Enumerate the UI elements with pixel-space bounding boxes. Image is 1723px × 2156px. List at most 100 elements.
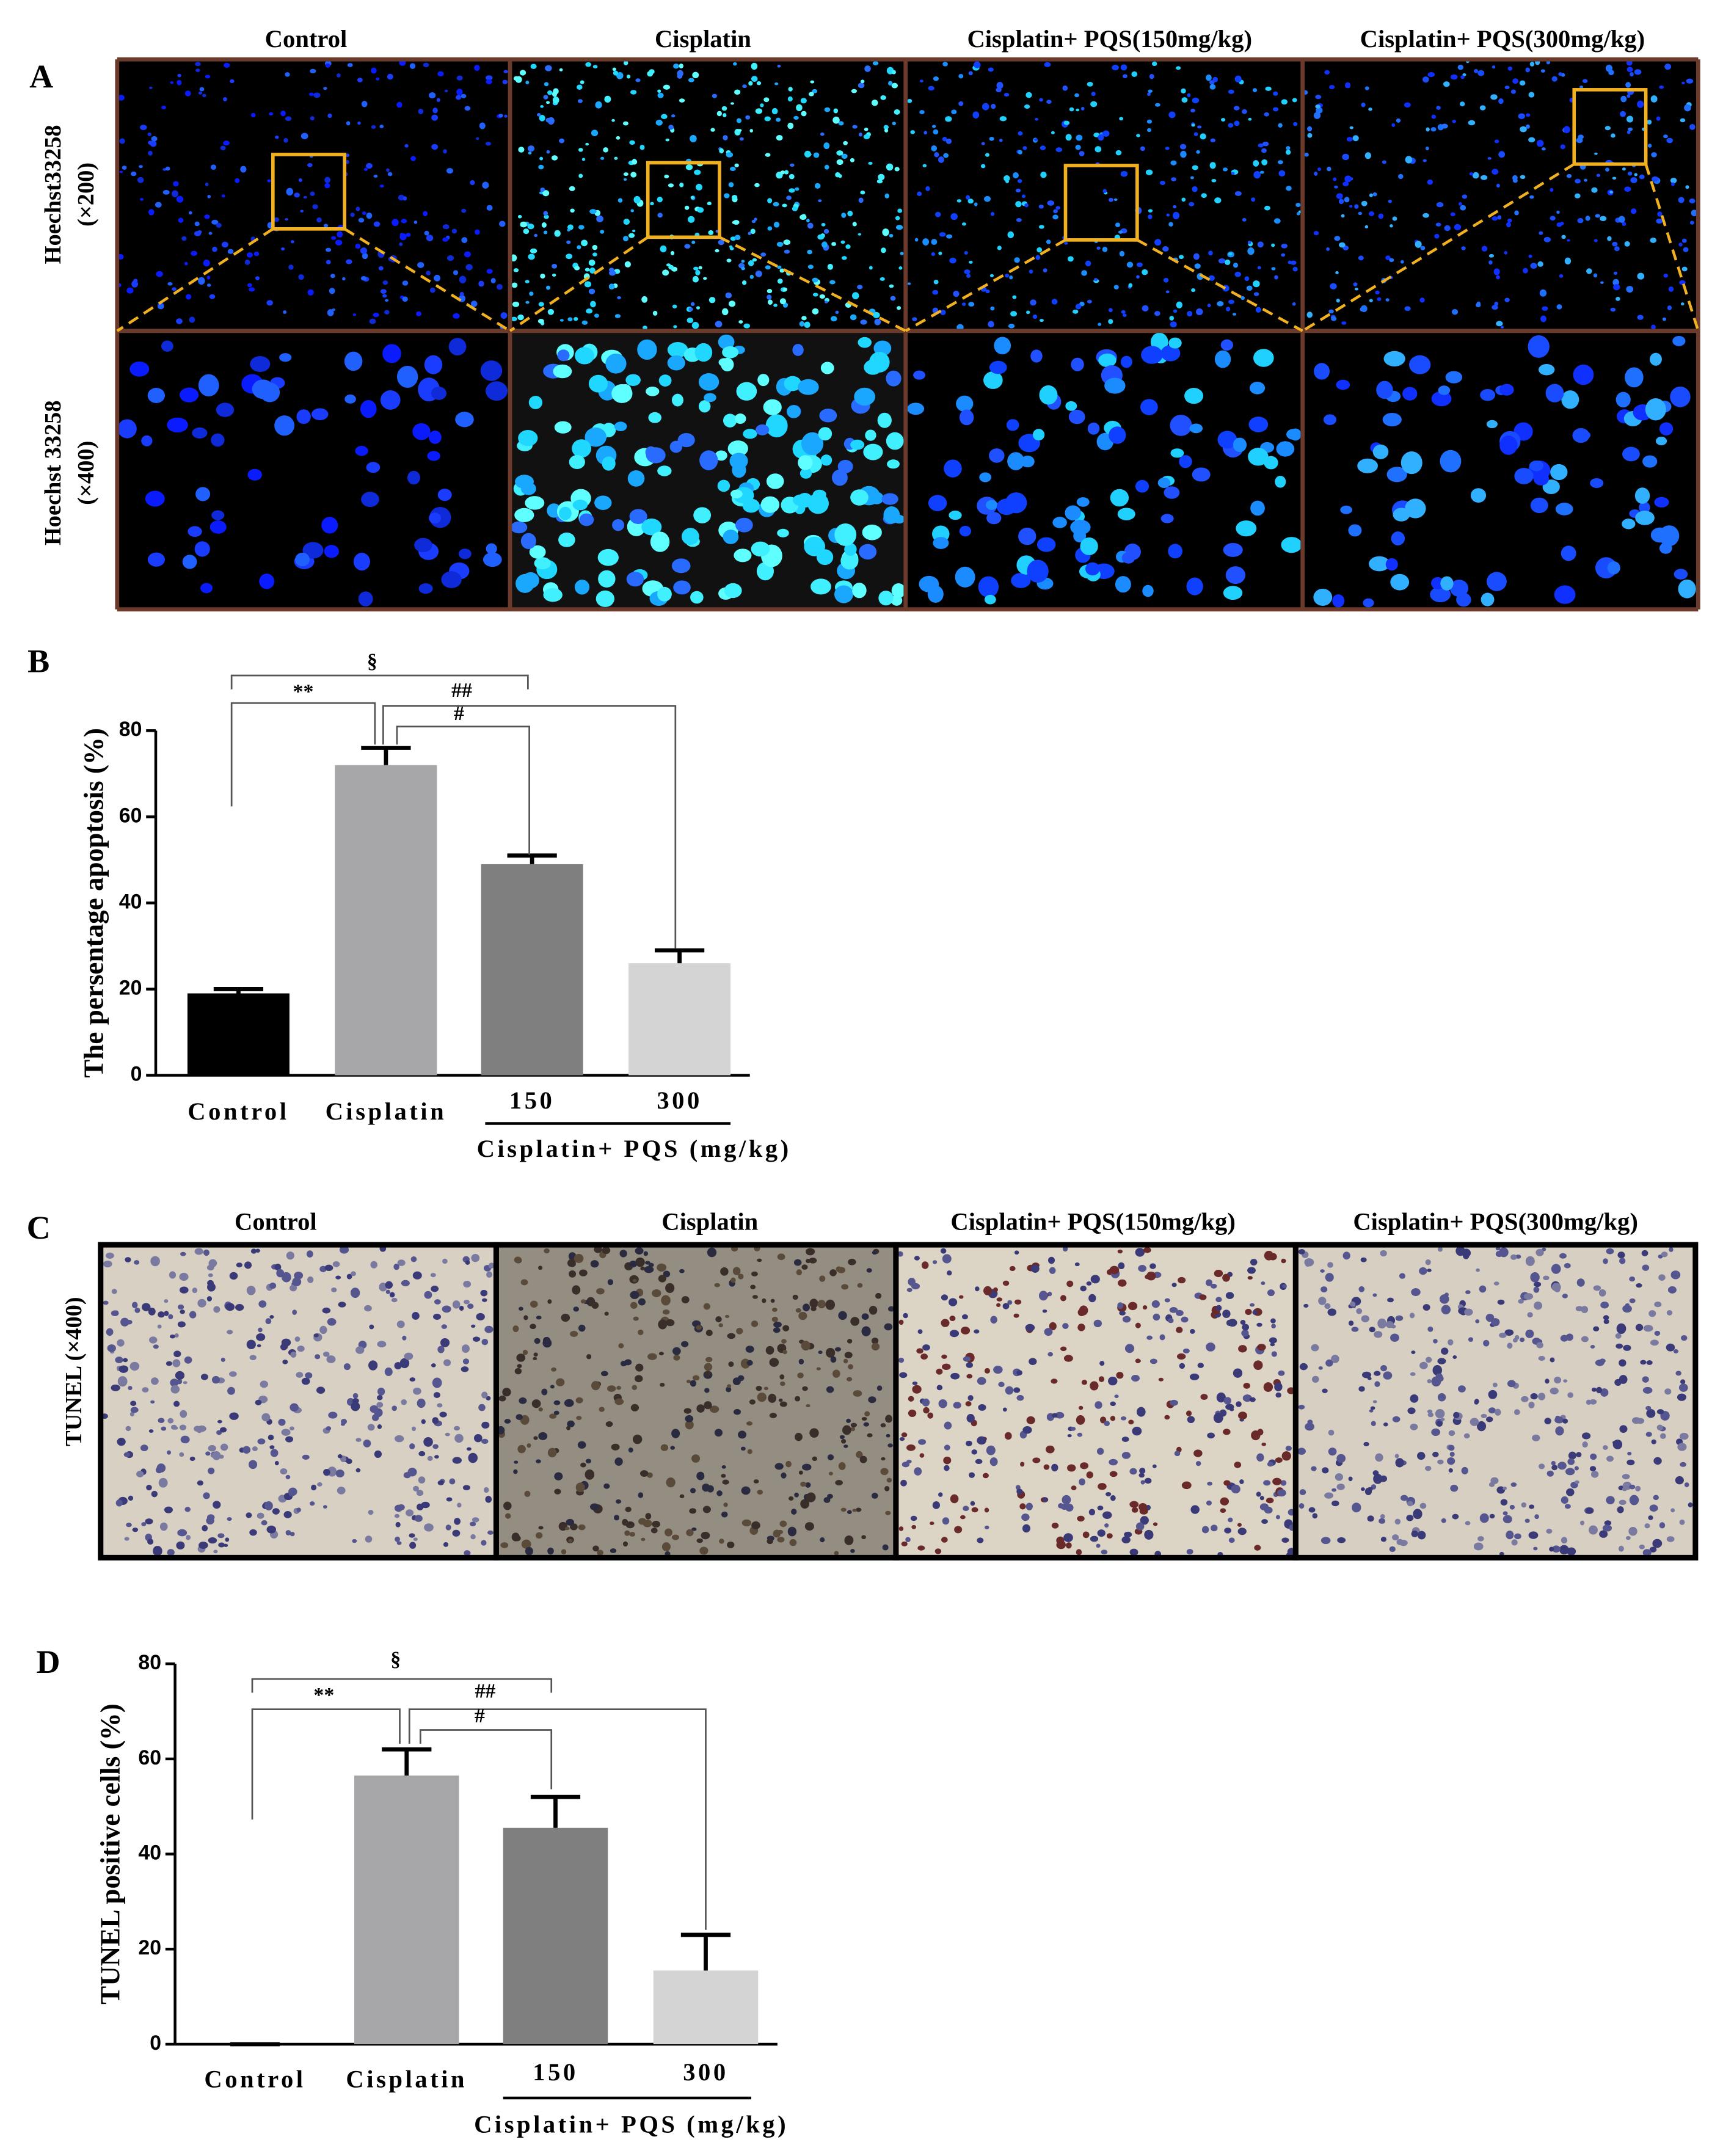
nucleus [1426, 127, 1430, 132]
nucleus [300, 209, 304, 213]
nucleus [889, 233, 894, 238]
nucleus [870, 492, 884, 504]
nucleus [580, 1462, 586, 1468]
nucleus [1364, 86, 1369, 90]
nucleus [1649, 1546, 1657, 1553]
column-label: Cisplatin+ PQS(150mg/kg) [950, 1208, 1236, 1236]
nucleus [910, 130, 916, 134]
nucleus [486, 75, 493, 81]
nucleus [852, 583, 867, 599]
nucleus [928, 86, 934, 91]
nucleus [618, 1343, 624, 1349]
nucleus [311, 408, 329, 421]
nucleus [151, 1490, 158, 1498]
significance-label: ** [293, 680, 314, 703]
nucleus [1637, 100, 1644, 108]
nucleus [123, 1452, 130, 1457]
nucleus [1215, 1297, 1222, 1303]
nucleus [797, 492, 813, 508]
nucleus [1681, 81, 1685, 85]
nucleus [511, 521, 528, 534]
nucleus [1142, 1305, 1148, 1310]
nucleus [931, 239, 938, 246]
nucleus [471, 1324, 476, 1328]
nucleus [1404, 102, 1411, 108]
nucleus [485, 1496, 492, 1503]
nucleus [1168, 337, 1182, 349]
panel-label: C [27, 1209, 51, 1246]
nucleus [117, 1339, 125, 1347]
nucleus [596, 590, 615, 607]
nucleus [1124, 1531, 1132, 1538]
nucleus [236, 1262, 242, 1268]
nucleus [1044, 62, 1051, 67]
nucleus [1079, 151, 1085, 156]
nucleus [1077, 1432, 1082, 1437]
nucleus [882, 228, 889, 236]
nucleus [303, 195, 307, 199]
nucleus [907, 282, 911, 285]
nucleus [1511, 1539, 1518, 1546]
nucleus [1514, 210, 1519, 216]
nucleus [1654, 1330, 1661, 1336]
nucleus [521, 1539, 531, 1549]
nucleus [755, 108, 763, 114]
nucleus [671, 558, 691, 574]
nucleus [1215, 1305, 1222, 1311]
nucleus [1165, 147, 1170, 150]
nucleus [841, 256, 847, 260]
nucleus [729, 245, 733, 249]
nucleus [1411, 1288, 1421, 1297]
nucleus [671, 1534, 680, 1540]
nucleus [614, 421, 627, 431]
nucleus [1452, 1513, 1459, 1520]
nucleus [771, 1308, 778, 1312]
nucleus [1586, 1507, 1594, 1514]
nucleus [1032, 429, 1045, 441]
nucleus [871, 1493, 878, 1499]
nucleus [1052, 1413, 1058, 1418]
nucleus [418, 583, 433, 594]
nucleus [1187, 1416, 1195, 1424]
nucleus [125, 1257, 131, 1262]
nucleus [1555, 1415, 1561, 1421]
nucleus [371, 1414, 379, 1421]
nucleus [418, 1451, 426, 1457]
nucleus [437, 1346, 445, 1353]
nucleus [1377, 297, 1382, 301]
nucleus [129, 1411, 135, 1417]
nucleus [525, 81, 530, 84]
nucleus [1504, 1329, 1514, 1336]
nucleus [414, 537, 432, 553]
x-tick-label: 150 [509, 1087, 555, 1114]
nucleus [1460, 75, 1465, 79]
nucleus [1090, 1535, 1099, 1542]
nucleus [1448, 1430, 1455, 1437]
nucleus [603, 147, 608, 153]
nucleus [1253, 160, 1259, 167]
nucleus [324, 1264, 333, 1272]
nucleus [172, 1359, 181, 1368]
nucleus [716, 111, 722, 117]
nucleus [1276, 441, 1295, 457]
nucleus [773, 1327, 781, 1333]
nucleus [1401, 451, 1422, 475]
nucleus [445, 1524, 451, 1531]
nucleus [1128, 283, 1133, 288]
nucleus [1290, 260, 1297, 265]
nucleus [1166, 213, 1170, 217]
nucleus [698, 400, 711, 413]
nucleus [1131, 71, 1138, 77]
nucleus [1436, 202, 1444, 208]
nucleus [338, 1302, 346, 1308]
nucleus [442, 1305, 451, 1313]
nucleus [1158, 1377, 1164, 1382]
nucleus [1417, 1531, 1426, 1540]
nucleus [848, 1258, 856, 1266]
nucleus [285, 116, 292, 122]
nucleus [457, 1502, 462, 1508]
nucleus [1297, 1448, 1306, 1455]
nucleus [1110, 489, 1129, 507]
nucleus [1619, 1258, 1626, 1264]
